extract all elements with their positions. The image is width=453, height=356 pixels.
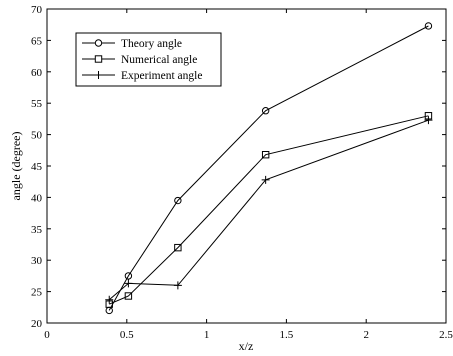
data-point-square — [261, 150, 270, 159]
y-tick-label: 70 — [31, 4, 43, 16]
legend: Theory angle Numerical angle Experiment … — [75, 32, 222, 87]
data-point-square — [174, 243, 182, 252]
legend-label-theory: Theory angle — [121, 38, 182, 50]
data-point-circle — [174, 196, 182, 205]
legend-marker-theory — [94, 39, 103, 47]
series-markers — [105, 22, 433, 315]
y-tick-label: 20 — [31, 318, 43, 330]
series-line-1 — [109, 115, 429, 305]
data-point-plus — [124, 279, 133, 288]
y-tick-label: 40 — [31, 192, 43, 204]
y-tick-label: 35 — [31, 224, 43, 236]
y-tick-label: 45 — [31, 161, 43, 173]
y-tick-label: 50 — [31, 130, 43, 142]
x-tick-label: 1 — [204, 329, 210, 341]
x-axis-label: x/z — [239, 339, 254, 353]
y-tick-label: 65 — [31, 35, 43, 47]
data-point-plus — [173, 281, 182, 290]
data-point-plus — [261, 175, 270, 184]
legend-marker-numerical — [94, 55, 103, 63]
data-point-plus — [105, 295, 114, 304]
data-point-circle — [124, 272, 133, 280]
y-tick-label: 30 — [31, 255, 43, 267]
x-tick-label: 2.5 — [439, 329, 453, 341]
y-tick-label: 60 — [31, 67, 43, 79]
data-point-circle — [261, 107, 270, 115]
axis-ticks: 0 0.5 1 1.5 2 2.5 20 25 30 35 40 45 50 55 60 65 70 — [31, 4, 453, 341]
series-line-0 — [108, 25, 429, 311]
y-tick-label: 25 — [31, 287, 43, 299]
data-point-circle — [424, 22, 433, 30]
legend-marker-experiment — [94, 71, 103, 79]
legend-label-numerical: Numerical angle — [121, 54, 197, 66]
legend-label-experiment: Experiment angle — [121, 70, 202, 82]
y-axis-label: angle (degree) — [9, 132, 23, 201]
data-point-plus — [424, 116, 433, 125]
x-tick-label: 0 — [44, 329, 50, 341]
x-tick-label: 0.5 — [120, 329, 134, 341]
data-point-square — [124, 292, 133, 300]
x-tick-label: 1.5 — [280, 329, 294, 341]
x-tick-label: 2 — [363, 329, 369, 341]
y-tick-label: 55 — [31, 98, 43, 110]
